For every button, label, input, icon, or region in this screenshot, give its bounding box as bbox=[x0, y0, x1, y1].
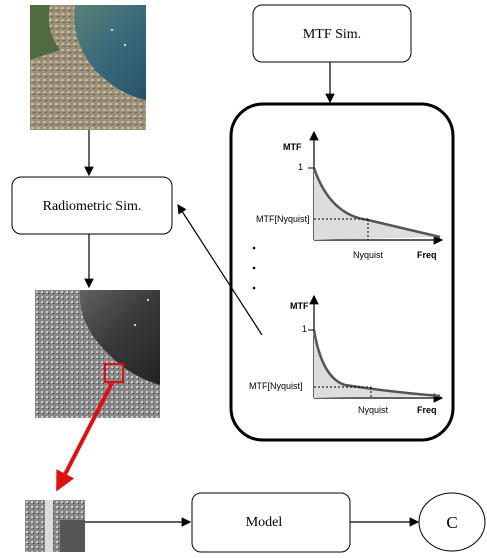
mtf-plot bbox=[308, 294, 444, 403]
y-tick: 1 bbox=[302, 324, 307, 334]
mtf-box bbox=[252, 4, 412, 63]
y-label: MTF bbox=[290, 301, 309, 311]
node-label: Model bbox=[246, 515, 283, 530]
aerial-image bbox=[30, 5, 146, 130]
node-label: MTF Sim. bbox=[303, 27, 361, 42]
zoom-arrow bbox=[56, 382, 114, 492]
y-marker: MTF[Nyquist] bbox=[256, 214, 310, 224]
y-tick: 1 bbox=[298, 162, 303, 172]
output-circle bbox=[418, 492, 486, 552]
x-label: Freq bbox=[417, 405, 437, 415]
gray-image bbox=[35, 290, 160, 418]
y-label: MTF bbox=[283, 142, 302, 152]
crop-image bbox=[25, 500, 85, 552]
x-marker: Nyquist bbox=[358, 405, 389, 415]
y-marker: MTF[Nyquist] bbox=[249, 381, 303, 391]
x-marker: Nyquist bbox=[353, 250, 384, 260]
node-label: Radiometric Sim. bbox=[43, 199, 142, 214]
mtf-plot bbox=[308, 130, 444, 245]
radiometric-box bbox=[11, 176, 173, 235]
mtf-panel bbox=[229, 102, 455, 442]
node-label: C bbox=[446, 513, 457, 532]
x-label: Freq bbox=[417, 250, 437, 260]
arrow bbox=[177, 203, 263, 336]
ellipsis bbox=[252, 246, 256, 290]
